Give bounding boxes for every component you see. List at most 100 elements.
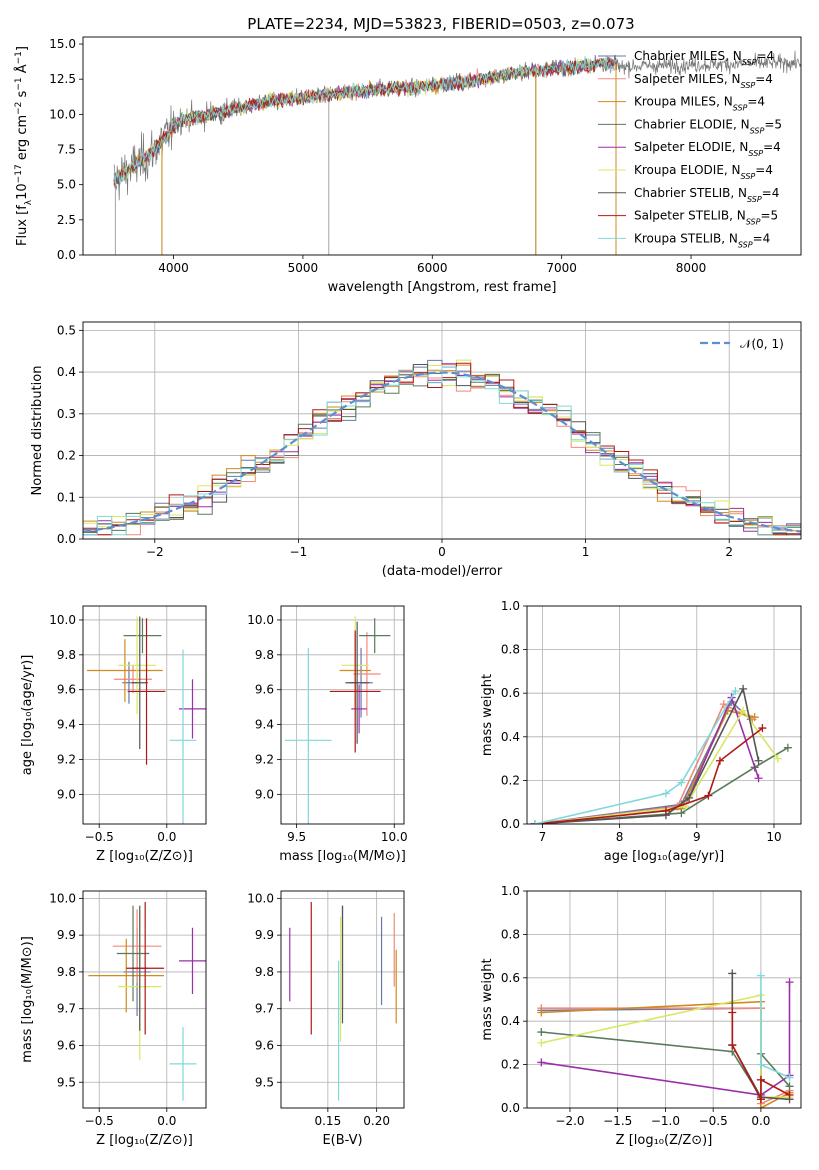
weight-marker — [661, 789, 670, 798]
weight-line-4 — [541, 982, 791, 1096]
panel-mass-vs-ebv: 0.15 0.20 9.5 9.6 9.7 9.8 9.9 10.0 E(B-V) — [247, 890, 405, 1148]
ytick-label: 9.2 — [57, 752, 76, 766]
errorbar-point-7 — [127, 618, 166, 765]
xtick-label: 6000 — [417, 261, 448, 275]
errorbar-point-8 — [284, 647, 332, 824]
y-axis-label: Normed distribution — [30, 366, 45, 496]
axes-frame — [526, 605, 802, 825]
ytick-label: 12.5 — [49, 72, 76, 86]
weight-marker — [739, 684, 748, 693]
legend-name: Chabrier STELIB — [634, 186, 730, 200]
weight-marker — [783, 743, 792, 752]
y-axis-label: mass weight — [480, 674, 495, 756]
ytick-label: 0.8 — [501, 927, 520, 941]
legend-entry: Kroupa MILES, NSSP=4 — [634, 95, 765, 113]
weight-marker — [785, 1082, 794, 1091]
plot-area — [530, 684, 792, 824]
ytick-label: 0.8 — [501, 643, 520, 657]
legend-entry: 𝒩(0, 1) — [740, 337, 784, 351]
legend-nssp: =5 — [760, 209, 778, 223]
weight-marker — [537, 1038, 546, 1047]
y-axis-label: mass [log₁₀(M/M⊙)] — [20, 936, 35, 1063]
xtick-label: 9.5 — [287, 830, 306, 844]
weight-marker — [785, 1090, 794, 1099]
xtick-label: 0.0 — [751, 1114, 770, 1128]
x-axis-label: age [log₁₀(age/yr)] — [604, 849, 725, 864]
xtick-label: 8000 — [676, 261, 707, 275]
ytick-label: 1.0 — [501, 599, 520, 613]
ytick-label: 0.5 — [57, 323, 76, 337]
xtick-label: 7 — [539, 830, 547, 844]
ytick-label: 9.7 — [57, 1002, 76, 1016]
legend: Chabrier MILES, NSSP=4 Salpeter MILES, NS… — [598, 49, 782, 249]
legend-name: Salpeter MILES — [634, 72, 724, 86]
weight-marker — [756, 971, 765, 980]
weight-marker — [754, 774, 763, 783]
weight-marker — [750, 713, 759, 722]
weight-marker — [773, 754, 782, 763]
legend-nssp: =4 — [762, 186, 780, 200]
y-axis-label: Flux [fλ10−17 erg cm−2 s−1 Å−1] — [14, 46, 34, 246]
errorbar-point-8 — [169, 649, 197, 824]
xtick-label: 0 — [438, 545, 446, 559]
plot-area — [284, 616, 391, 824]
errorbar-point-7 — [126, 902, 165, 1035]
axes-frame — [280, 890, 405, 1109]
weight-marker — [785, 978, 794, 987]
ytick-label: 9.4 — [57, 718, 76, 732]
weight-line-3 — [534, 747, 789, 824]
y-axis-label: mass weight — [480, 958, 495, 1040]
legend-entry: Chabrier STELIB, NSSP=4 — [634, 186, 779, 204]
legend-nssp: =4 — [753, 231, 771, 245]
ytick-label: 0.0 — [501, 1101, 520, 1115]
xtick-label: 0.20 — [363, 1114, 390, 1128]
errorbar-point-7 — [329, 630, 381, 753]
weight-marker — [728, 969, 737, 978]
weight-marker — [756, 1095, 765, 1104]
plot-area — [537, 969, 794, 1108]
x-axis-label: Z [log₁₀(Z/Z⊙)] — [96, 849, 193, 864]
histogram-8 — [83, 366, 801, 536]
ytick-label: 9.9 — [255, 928, 274, 942]
ytick-label: 9.8 — [57, 965, 76, 979]
legend-entry: Salpeter STELIB, NSSP=5 — [634, 209, 778, 227]
axes-frame — [280, 605, 405, 825]
ytick-label: 15.0 — [49, 37, 76, 51]
xtick-label: −2.0 — [555, 1114, 584, 1128]
axes-frame — [82, 321, 802, 540]
errorbar-point-1 — [353, 632, 381, 716]
ytick-label: 9.7 — [255, 1002, 274, 1016]
axes-frame — [82, 36, 802, 256]
ytick-label: 10.0 — [247, 891, 274, 905]
ytick-label: 0.2 — [501, 773, 520, 787]
xtick-label: 10.0 — [381, 830, 408, 844]
weight-marker — [758, 724, 767, 733]
legend-name: Kroupa ELODIE — [634, 163, 724, 177]
ytick-label: 0.2 — [57, 449, 76, 463]
model-spectrum-8 — [113, 55, 617, 185]
axes-frame — [82, 605, 207, 825]
xtick-label: −2 — [146, 545, 164, 559]
ytick-label: 0.6 — [501, 971, 520, 985]
normal-curve — [83, 371, 801, 533]
weight-marker — [731, 687, 740, 696]
xtick-label: 0.15 — [314, 1114, 341, 1128]
weight-marker — [785, 1073, 794, 1082]
ytick-label: 0.3 — [57, 407, 76, 421]
ytick-label: 0.4 — [501, 730, 520, 744]
legend-nssp: =4 — [763, 140, 781, 154]
figure-title: PLATE=2234, MJD=53823, FIBERID=0503, z=0… — [247, 15, 634, 33]
ytick-label: 10.0 — [49, 891, 76, 905]
weight-line-8 — [760, 975, 790, 1079]
x-axis-label: E(B-V) — [322, 1133, 362, 1148]
legend-nssp: =4 — [755, 163, 773, 177]
legend-entry: Chabrier ELODIE, NSSP=5 — [634, 117, 782, 135]
ytick-label: 10.0 — [247, 613, 274, 627]
ytick-label: 0.0 — [57, 248, 76, 262]
x-axis-label: Z [log₁₀(Z/Z⊙)] — [616, 1133, 713, 1148]
axes-frame — [82, 890, 207, 1109]
weight-marker — [704, 791, 713, 800]
xtick-label: 1 — [582, 545, 590, 559]
x-axis-label: mass [log₁₀(M/M⊙)] — [279, 849, 406, 864]
weight-marker — [756, 1104, 765, 1108]
